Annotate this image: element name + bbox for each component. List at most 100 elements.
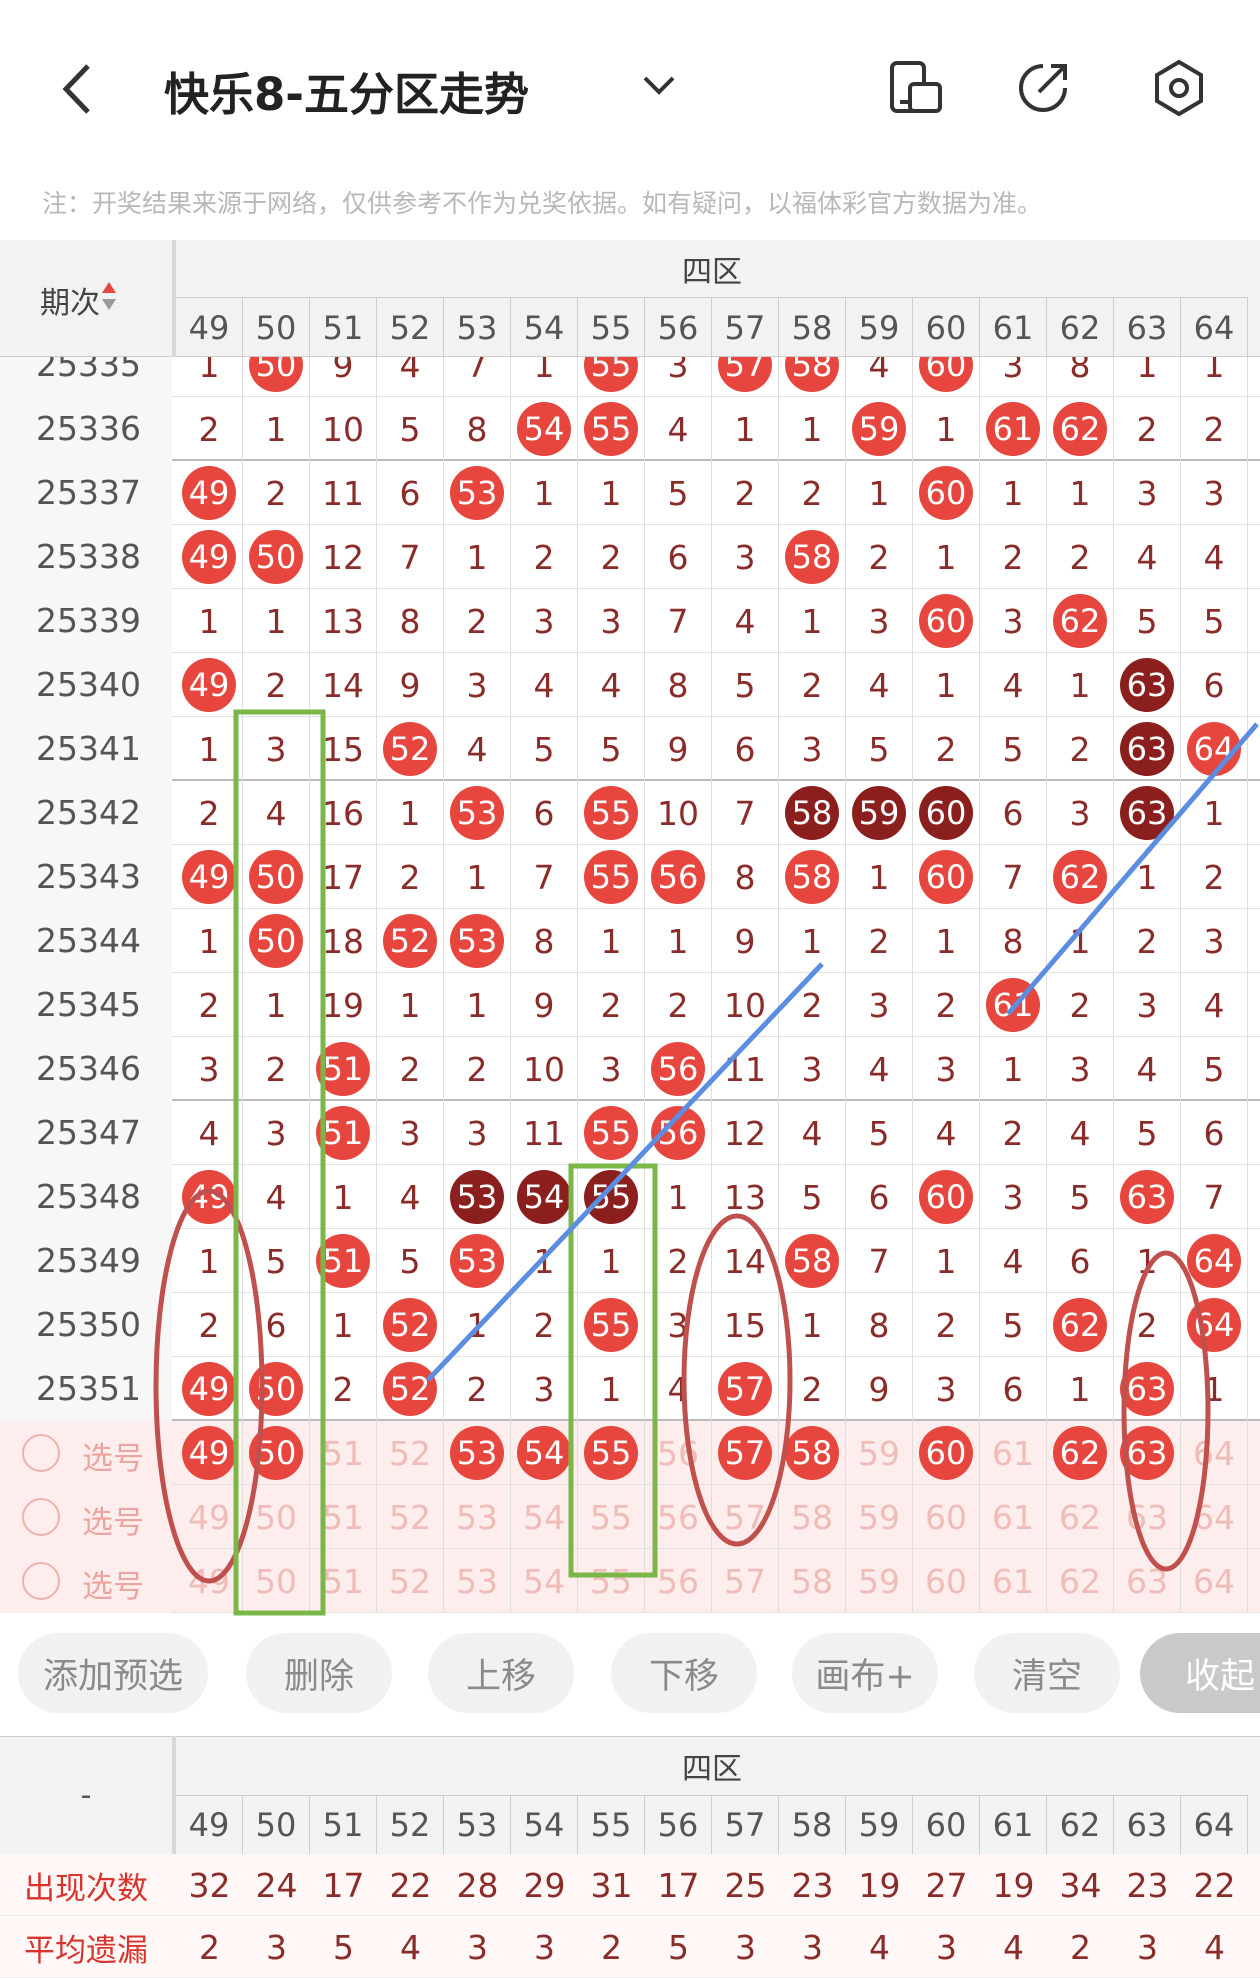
ball: 62 (1053, 1426, 1107, 1480)
ball: 61 (986, 978, 1040, 1032)
cell: 63 (1114, 1421, 1181, 1485)
button[interactable]: 上移 (428, 1633, 574, 1713)
number: 1 (265, 985, 287, 1025)
cell: 2 (1114, 397, 1181, 461)
number: 6 (265, 1305, 287, 1345)
cell: 2 (1114, 909, 1181, 973)
cell: 5 (712, 653, 779, 717)
number: 5 (1136, 1113, 1158, 1153)
back-button[interactable] (58, 62, 98, 116)
button[interactable]: 添加预选 (18, 1633, 208, 1713)
cell: 1 (913, 1229, 980, 1293)
cell: 8 (1047, 357, 1114, 397)
cell: 64 (1181, 1485, 1248, 1549)
cell: 5 (980, 717, 1047, 781)
number: 57 (724, 1561, 766, 1601)
ball: 49 (182, 1362, 236, 1416)
number: 8 (1069, 357, 1091, 385)
cell: 58 (779, 1229, 846, 1293)
button[interactable]: 画布+ (792, 1633, 938, 1713)
ball: 50 (249, 914, 303, 968)
number: 5 (1002, 729, 1024, 769)
number: 1 (801, 921, 823, 961)
cell: 3 (712, 525, 779, 589)
left-cell-bg (0, 1357, 172, 1421)
number: 1 (600, 473, 622, 513)
cell: 10 (511, 1037, 578, 1101)
number: 1 (1203, 1369, 1225, 1409)
cell: 1 (645, 909, 712, 973)
number: 15 (322, 729, 364, 769)
dropdown[interactable] (642, 74, 676, 98)
number: 2 (1136, 1305, 1158, 1345)
number: 4 (868, 665, 890, 705)
column-header: 60 (913, 298, 980, 357)
column-header: 50 (243, 1796, 310, 1854)
cell: 55 (578, 1485, 645, 1549)
cell: 4 (712, 589, 779, 653)
number: 1 (265, 409, 287, 449)
ball: 52 (383, 1362, 437, 1416)
number: 6 (399, 473, 421, 513)
select-radio[interactable] (22, 1434, 60, 1472)
cell: 1 (1114, 357, 1181, 397)
share-icon[interactable] (1015, 60, 1071, 116)
cell: 61 (980, 973, 1047, 1037)
screen-icon[interactable] (888, 60, 944, 116)
number: 1 (399, 985, 421, 1025)
number: 4 (734, 601, 756, 641)
cell: 2 (645, 1229, 712, 1293)
number: 49 (188, 1561, 230, 1601)
ball: 51 (316, 1234, 370, 1288)
column-header: 55 (578, 298, 645, 357)
cell: 2 (444, 1357, 511, 1421)
stat-value: 4 (1003, 1927, 1024, 1967)
column-header: 56 (645, 1796, 712, 1854)
column-header: 49 (176, 298, 243, 357)
button[interactable]: 下移 (611, 1633, 757, 1713)
column-header: 58 (779, 298, 846, 357)
cell: 4 (980, 1229, 1047, 1293)
cell: 1 (779, 397, 846, 461)
issue: 25335 (36, 357, 141, 384)
cell: 7 (444, 357, 511, 397)
draw-row: 25336 2 1 10 5 8 54 55 4 1 1 59 1 61 62 2 2 (0, 397, 1260, 461)
number: 4 (1203, 537, 1225, 577)
number: 5 (1203, 601, 1225, 641)
column-header: 60 (913, 1796, 980, 1854)
cell: 2 (1114, 1293, 1181, 1357)
cell: 1 (243, 397, 310, 461)
cell: 1 (980, 461, 1047, 525)
cell: 1 (511, 1229, 578, 1293)
cell: 2 (578, 525, 645, 589)
cell: 1 (913, 909, 980, 973)
cell: 57 (712, 1549, 779, 1613)
stat-value: 2 (1070, 1927, 1091, 1967)
ball: 49 (182, 658, 236, 712)
cell: 2 (1047, 525, 1114, 589)
cell: 2 (712, 461, 779, 525)
number: 1 (935, 537, 957, 577)
cell: 3 (980, 589, 1047, 653)
number: 61 (992, 1433, 1034, 1473)
number: 53 (456, 1561, 498, 1601)
cell: 6 (243, 1293, 310, 1357)
cell: 1 (712, 397, 779, 461)
cell: 8 (980, 909, 1047, 973)
cell: 1 (578, 1357, 645, 1421)
cell: 1 (846, 461, 913, 525)
number: 10 (322, 409, 364, 449)
number: 4 (265, 1177, 287, 1217)
number: 6 (734, 729, 756, 769)
button[interactable]: 清空 (974, 1633, 1120, 1713)
settings-icon[interactable] (1150, 58, 1208, 118)
select-radio[interactable] (22, 1562, 60, 1600)
button[interactable]: 删除 (246, 1633, 392, 1713)
cell: 13 (310, 589, 377, 653)
select-radio[interactable] (22, 1498, 60, 1536)
number: 8 (667, 665, 689, 705)
button[interactable]: 收起 (1140, 1633, 1260, 1713)
cell: 3 (1181, 909, 1248, 973)
ball: 60 (919, 850, 973, 904)
cell: 54 (511, 1165, 578, 1229)
